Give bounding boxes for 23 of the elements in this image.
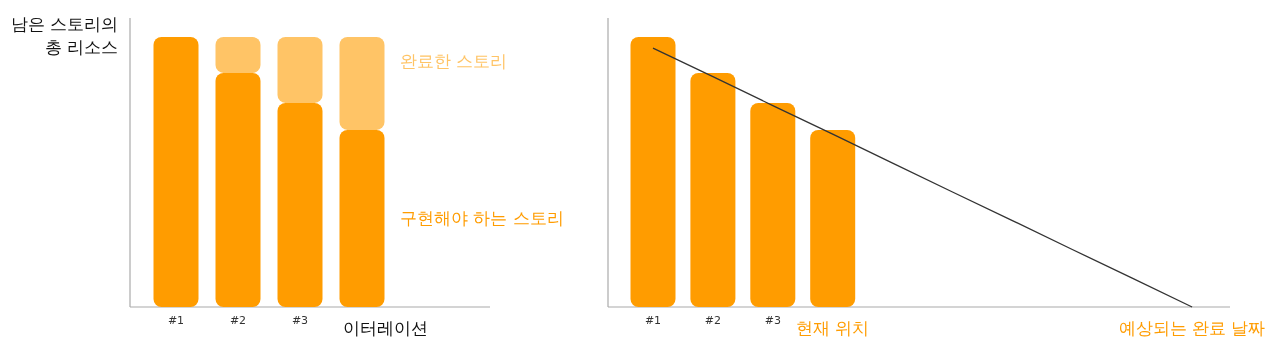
bar [750,102,796,307]
bar [215,72,261,307]
series-label: 완료한 스토리 [400,51,508,71]
bar [690,72,736,307]
bar [339,129,385,307]
bar [215,37,261,73]
series-label: 구현해야 하는 스토리 [400,208,564,229]
text: 예상되는 완료 날짜 [1118,318,1266,338]
x-tick-label: #3 [764,314,781,327]
y-axis-title: 남은 스토리의 총 리소스 [10,14,118,57]
bar [810,129,856,307]
bar [153,37,199,307]
bar [277,102,323,307]
x-tick-label: #1 [167,314,185,327]
x-tick-label: #2 [229,314,247,327]
bar [630,37,676,307]
x-tick-label: #1 [644,314,662,327]
x-tick-label: #2 [704,314,722,327]
x-axis-title: 이터레이션 [342,318,428,338]
x-tick-label: #3 [291,314,309,327]
bar [277,37,323,103]
bar [339,37,385,130]
text: 현재 위치 [796,318,870,338]
